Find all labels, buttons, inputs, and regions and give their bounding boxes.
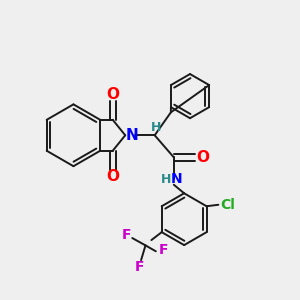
Text: O: O [196, 150, 209, 165]
Text: F: F [122, 228, 131, 242]
Text: O: O [106, 87, 119, 102]
Text: N: N [170, 172, 182, 186]
Text: H: H [160, 173, 171, 186]
Text: Cl: Cl [220, 198, 236, 212]
Text: H: H [151, 121, 161, 134]
Text: O: O [106, 169, 119, 184]
Text: N: N [125, 128, 138, 143]
Text: F: F [158, 243, 168, 257]
Text: F: F [135, 260, 144, 274]
